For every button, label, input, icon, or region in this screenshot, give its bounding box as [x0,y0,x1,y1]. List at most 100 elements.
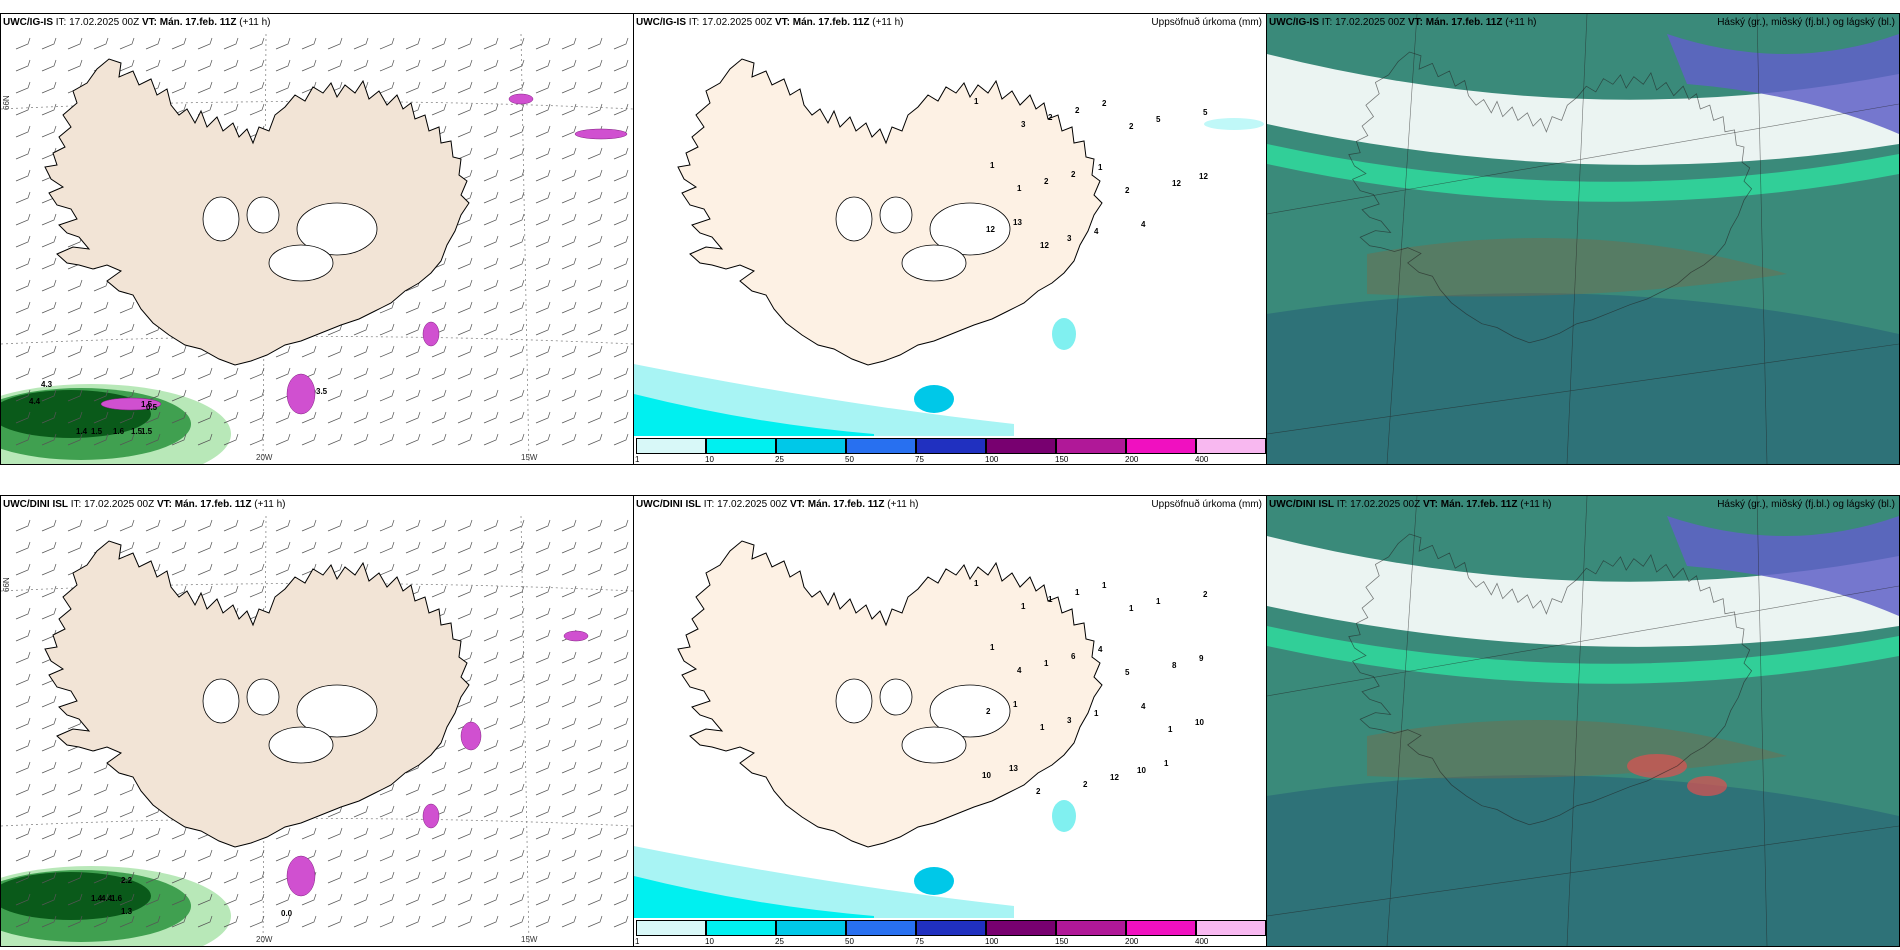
wind-barb [353,519,369,532]
wind-barb [41,739,57,752]
graticule [1267,496,1899,946]
wind-value-label: 1.4 [76,427,88,436]
wind-barb [41,235,57,248]
lat-line [1267,825,1899,917]
wind-barb [509,323,525,336]
wind-barb [561,433,577,446]
wind-barb [613,849,629,862]
wind-barb [509,191,525,204]
wind-barb [119,893,135,906]
wind-barb [483,191,499,204]
precip-value-label: 2 [1044,177,1049,186]
wind-barb [249,541,265,554]
wind-barb [15,279,31,292]
wind-barb [405,805,421,818]
wind-barb [379,345,395,358]
wind-barb [509,81,525,94]
wind-barb [587,411,603,424]
wind-barb [15,673,31,686]
precip-cell [1052,800,1076,832]
colorbar-label: 75 [915,937,924,946]
wind-barb [483,279,499,292]
wind-barb [171,367,187,380]
wind-barb [15,389,31,402]
precip-value-label: 2 [1129,122,1134,131]
wind-barb [119,827,135,840]
wind-barb [197,563,213,576]
wind-barb [145,893,161,906]
wind-barb [431,563,447,576]
wind-barb [483,59,499,72]
wind-barb [119,433,135,446]
colorbar-label: 10 [705,937,714,946]
wind-barb [379,893,395,906]
wind-barb [197,541,213,554]
wind-barb [15,783,31,796]
wind-barb [223,871,239,884]
wind-value-label: 1.5 [131,427,143,436]
glacier [296,684,378,738]
wind-barb [509,169,525,182]
wind-barb [431,519,447,532]
wind-barb [587,59,603,72]
wind-barb [41,607,57,620]
wind-barb [431,893,447,906]
precip-value-label: 1 [990,643,995,652]
precip-value-label: 2 [1203,590,1208,599]
wind-barb [509,37,525,50]
wind-barb [587,563,603,576]
wind-barb [119,367,135,380]
wind-value-label: 0.5 [146,403,158,412]
glacier [879,196,913,234]
wind-barb [483,389,499,402]
wind-barb [483,519,499,532]
wind-barb [509,783,525,796]
graticule [1267,14,1899,464]
wind-barb [15,213,31,226]
iceland-landmass [44,540,470,848]
wind-barb [41,257,57,270]
wind-barb [613,301,629,314]
wind-barb [15,169,31,182]
wind-barb [67,279,83,292]
wind-barb [119,411,135,424]
colorbar-label: 75 [915,455,924,464]
panel-title: UWC/IG-IS IT: 17.02.2025 00Z VT: Mán. 17… [1269,17,1537,28]
wind-barb [145,411,161,424]
wind-barb [379,541,395,554]
wind-barb [431,871,447,884]
wind-value-label: 4.4 [29,397,41,406]
wind-barb [41,893,57,906]
wind-barb [483,301,499,314]
wind-barb [613,519,629,532]
wind-barb [561,279,577,292]
glacier [202,196,240,242]
panel-precip-bottom: UWC/DINI ISL IT: 17.02.2025 00Z VT: Mán.… [633,495,1267,947]
wind-barb [275,81,291,94]
wind-barb [535,147,551,160]
wind-barb [379,81,395,94]
wind-barb [457,301,473,314]
wind-barb [535,367,551,380]
wind-barb [41,103,57,116]
wind-barb [379,563,395,576]
wind-barb [223,367,239,380]
wind-barb [67,915,83,928]
wind-barb [509,279,525,292]
wind-barb [93,37,109,50]
wind-barb [587,169,603,182]
wind-barb [613,213,629,226]
wind-barb [613,257,629,270]
wind-barb [223,519,239,532]
wind-barb [301,433,317,446]
wind-barb [457,125,473,138]
wind-barb [327,849,343,862]
wind-barb [353,849,369,862]
panel-variable: Uppsöfnuð úrkoma (mm) [1151,499,1262,510]
glacier [835,678,873,724]
glacier [835,196,873,242]
wind-barb [327,433,343,446]
colorbar-swatch [1056,920,1126,936]
wind-barb [535,739,551,752]
